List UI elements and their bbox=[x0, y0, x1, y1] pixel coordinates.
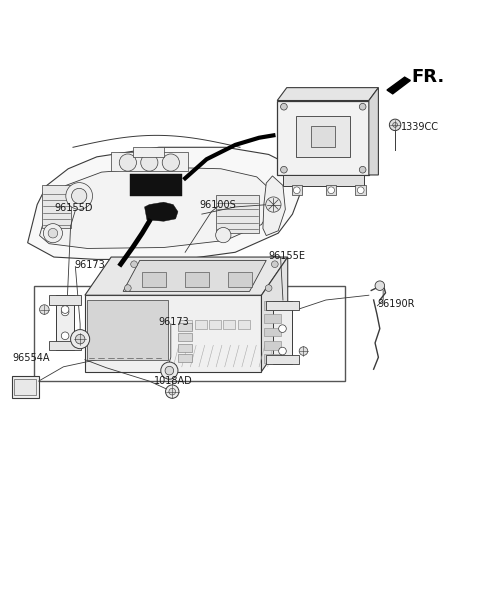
Circle shape bbox=[393, 122, 397, 127]
Circle shape bbox=[375, 281, 384, 290]
Circle shape bbox=[165, 367, 174, 375]
Bar bbox=[111, 152, 188, 171]
Circle shape bbox=[75, 334, 85, 344]
Bar bbox=[14, 379, 36, 395]
Circle shape bbox=[358, 187, 364, 194]
Text: 96510G: 96510G bbox=[296, 89, 335, 98]
Bar bbox=[223, 320, 235, 329]
Text: 96155D: 96155D bbox=[55, 203, 93, 214]
Bar bbox=[296, 116, 350, 157]
Bar bbox=[56, 295, 74, 350]
Circle shape bbox=[360, 166, 366, 173]
Text: 1339CC: 1339CC bbox=[401, 122, 439, 132]
Circle shape bbox=[162, 154, 180, 171]
Bar bbox=[178, 323, 192, 331]
Bar bbox=[311, 126, 336, 147]
Bar bbox=[264, 328, 281, 336]
Bar bbox=[216, 195, 259, 233]
Circle shape bbox=[279, 325, 286, 332]
Circle shape bbox=[293, 187, 300, 194]
Polygon shape bbox=[123, 260, 266, 292]
Polygon shape bbox=[277, 88, 378, 101]
Bar bbox=[132, 147, 164, 157]
Circle shape bbox=[299, 347, 308, 355]
Text: 96560F: 96560F bbox=[159, 282, 195, 292]
Bar bbox=[266, 355, 299, 364]
Text: 96173: 96173 bbox=[74, 260, 105, 269]
Bar bbox=[274, 301, 291, 364]
Bar bbox=[238, 320, 250, 329]
Circle shape bbox=[281, 166, 287, 173]
Circle shape bbox=[272, 261, 278, 268]
Bar bbox=[85, 295, 262, 371]
Circle shape bbox=[39, 305, 49, 314]
Bar bbox=[142, 272, 166, 287]
Circle shape bbox=[360, 103, 366, 110]
Circle shape bbox=[265, 285, 272, 292]
Bar bbox=[266, 301, 299, 310]
Bar bbox=[42, 185, 71, 229]
Text: 96100S: 96100S bbox=[199, 200, 236, 209]
Bar bbox=[195, 320, 206, 329]
Bar bbox=[264, 314, 281, 323]
Circle shape bbox=[169, 388, 176, 395]
Bar bbox=[178, 344, 192, 352]
Bar bbox=[49, 295, 81, 305]
Polygon shape bbox=[387, 77, 410, 94]
Bar bbox=[283, 175, 364, 187]
Text: 96173: 96173 bbox=[158, 317, 189, 328]
Bar bbox=[277, 101, 369, 175]
Bar bbox=[34, 286, 345, 381]
Circle shape bbox=[328, 187, 335, 194]
Polygon shape bbox=[85, 257, 288, 295]
Bar bbox=[180, 320, 192, 329]
Polygon shape bbox=[263, 176, 285, 236]
Circle shape bbox=[389, 119, 401, 131]
Circle shape bbox=[141, 154, 158, 171]
Circle shape bbox=[48, 229, 58, 238]
Text: 96554A: 96554A bbox=[12, 353, 49, 363]
Circle shape bbox=[281, 103, 287, 110]
Polygon shape bbox=[369, 88, 378, 175]
Bar bbox=[178, 355, 192, 362]
Bar bbox=[178, 334, 192, 341]
Polygon shape bbox=[262, 257, 288, 371]
Bar bbox=[130, 175, 182, 196]
Circle shape bbox=[61, 306, 69, 313]
Circle shape bbox=[124, 285, 131, 292]
Circle shape bbox=[166, 385, 179, 398]
Text: 1018AD: 1018AD bbox=[154, 376, 193, 386]
Circle shape bbox=[161, 362, 178, 379]
Circle shape bbox=[61, 332, 69, 340]
Polygon shape bbox=[39, 167, 273, 248]
Circle shape bbox=[61, 308, 69, 316]
Polygon shape bbox=[144, 202, 178, 221]
Text: FR.: FR. bbox=[412, 68, 445, 86]
Polygon shape bbox=[28, 147, 300, 259]
Bar bbox=[12, 376, 38, 398]
Circle shape bbox=[266, 197, 281, 212]
Bar bbox=[356, 185, 366, 195]
Circle shape bbox=[119, 154, 136, 171]
Bar bbox=[264, 301, 281, 310]
Circle shape bbox=[66, 182, 93, 209]
Circle shape bbox=[216, 227, 231, 243]
Bar bbox=[264, 355, 281, 363]
Bar bbox=[228, 272, 252, 287]
Bar bbox=[209, 320, 221, 329]
Circle shape bbox=[72, 188, 87, 203]
Bar bbox=[291, 185, 302, 195]
Bar bbox=[49, 341, 81, 350]
Bar bbox=[185, 272, 209, 287]
Circle shape bbox=[43, 224, 62, 243]
Circle shape bbox=[131, 261, 137, 268]
Bar bbox=[264, 341, 281, 350]
Circle shape bbox=[71, 329, 90, 349]
Text: 96155E: 96155E bbox=[269, 251, 306, 261]
Bar bbox=[87, 300, 168, 359]
Circle shape bbox=[279, 347, 286, 355]
Text: 96190R: 96190R bbox=[377, 299, 415, 309]
Bar bbox=[326, 185, 336, 195]
